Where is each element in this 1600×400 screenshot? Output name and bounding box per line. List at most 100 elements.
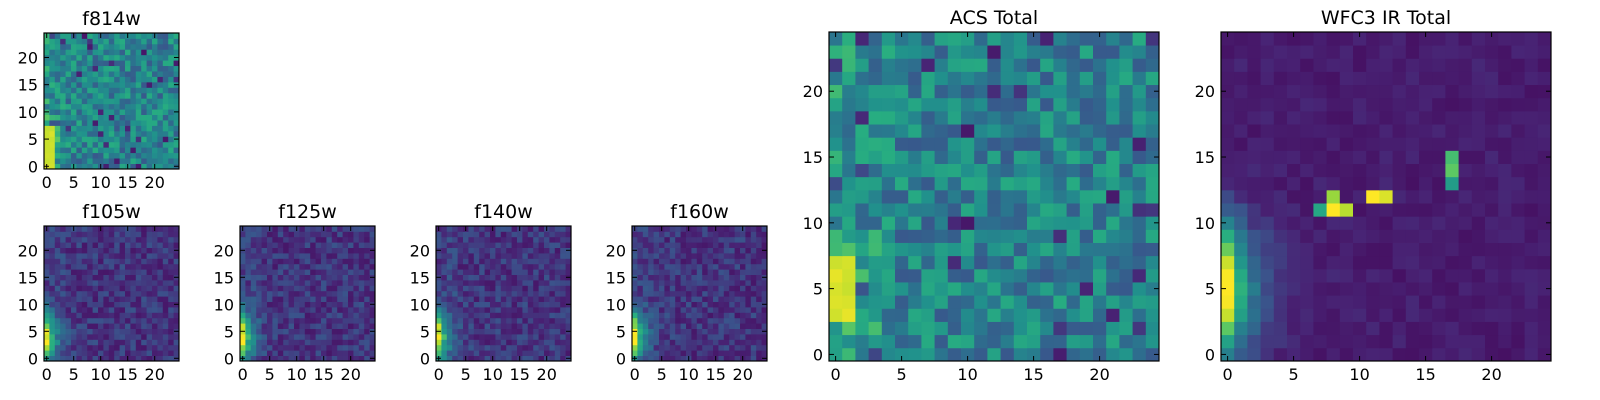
heatmap-cell — [895, 216, 909, 230]
heatmap-cell — [659, 307, 665, 313]
heatmap-cell — [250, 317, 257, 324]
heatmap-cell — [1027, 110, 1041, 125]
x-tick-label: 20 — [1089, 365, 1109, 384]
heatmap-cell — [337, 247, 343, 254]
heatmap-cell — [495, 242, 502, 248]
heatmap-cell — [723, 274, 730, 281]
heatmap-cell — [734, 269, 741, 275]
heatmap-cell — [348, 296, 354, 302]
heatmap-cell — [173, 280, 180, 286]
heatmap-cell — [342, 236, 349, 243]
heatmap-cell — [1287, 45, 1301, 59]
heatmap-cell — [441, 285, 448, 292]
heatmap-cell — [680, 301, 687, 308]
heatmap-cell — [1366, 110, 1380, 125]
heatmap-cell — [1247, 242, 1261, 257]
heatmap-cell — [65, 280, 72, 286]
heatmap-cell — [452, 323, 458, 329]
heatmap-cell — [895, 189, 909, 204]
heatmap-cell — [358, 263, 365, 270]
heatmap-cell — [533, 226, 539, 232]
heatmap-cell — [1392, 176, 1407, 191]
heatmap-cell — [723, 312, 730, 319]
heatmap-cell — [637, 226, 644, 232]
heatmap-cell — [1132, 163, 1147, 178]
heatmap-cell — [1392, 163, 1407, 178]
heatmap-cell — [326, 285, 333, 292]
heatmap-cell — [92, 350, 99, 356]
heatmap-cell — [125, 87, 131, 94]
heatmap-cell — [632, 258, 638, 265]
heatmap-cell — [76, 87, 83, 94]
heatmap-cell — [921, 97, 935, 112]
heatmap-cell — [632, 307, 638, 313]
heatmap-cell — [1066, 334, 1081, 349]
heatmap-cell — [87, 280, 93, 286]
heatmap-cell — [108, 344, 115, 351]
heatmap-cell — [527, 301, 534, 308]
heatmap-cell — [162, 280, 169, 286]
heatmap-cell — [500, 253, 507, 259]
heatmap-cell — [141, 328, 147, 335]
heatmap-cell — [544, 312, 550, 319]
heatmap-cell — [44, 350, 50, 356]
heatmap-cell — [1079, 124, 1094, 138]
heatmap-cell — [1234, 189, 1248, 204]
heatmap-cell — [98, 334, 104, 340]
heatmap-cell — [130, 158, 137, 164]
heatmap-cell — [756, 317, 762, 324]
heatmap-cell — [315, 253, 322, 259]
heatmap-cell — [495, 328, 502, 335]
heatmap-cell — [348, 280, 354, 286]
heatmap-cell — [702, 242, 708, 248]
heatmap-cell — [81, 328, 88, 335]
heatmap-cell — [1379, 216, 1393, 230]
heatmap-cell — [934, 189, 949, 204]
heatmap-cell — [49, 328, 56, 335]
heatmap-cell — [76, 98, 83, 105]
heatmap-cell — [1537, 203, 1552, 217]
heatmap-cell — [1458, 282, 1473, 296]
heatmap-cell — [98, 65, 104, 72]
heatmap-cell — [921, 216, 935, 230]
heatmap-cell — [141, 103, 147, 110]
heatmap-cell — [686, 312, 692, 319]
heatmap-cell — [65, 247, 72, 254]
heatmap-cell — [1432, 282, 1446, 296]
heatmap-cell — [750, 242, 757, 248]
heatmap-cell — [337, 253, 343, 259]
heatmap-cell — [146, 103, 153, 110]
heatmap-cell — [353, 280, 360, 286]
heatmap-cell — [49, 109, 56, 115]
heatmap-cell — [108, 147, 115, 154]
heatmap-cell — [1445, 58, 1459, 72]
heatmap-cell — [1027, 189, 1041, 204]
y-tick-label: 0 — [616, 349, 626, 368]
heatmap-cell — [1079, 229, 1094, 243]
heatmap-cell — [130, 65, 137, 72]
heatmap-cell — [527, 285, 534, 292]
heatmap-cell — [146, 301, 153, 308]
heatmap-cell — [648, 280, 654, 286]
x-tick-label: 15 — [510, 365, 530, 384]
heatmap-cell — [881, 45, 896, 59]
heatmap-cell — [125, 274, 131, 281]
heatmap-cell — [1379, 334, 1393, 349]
heatmap-cell — [152, 103, 158, 110]
heatmap-cell — [1119, 124, 1133, 138]
heatmap-cell — [855, 176, 869, 191]
heatmap-cell — [49, 60, 56, 67]
heatmap-cell — [49, 49, 56, 56]
heatmap-cell — [696, 269, 703, 275]
heatmap-cell — [1405, 110, 1420, 125]
heatmap-cell — [686, 263, 692, 270]
heatmap-cell — [256, 263, 262, 270]
heatmap-cell — [87, 236, 93, 243]
heatmap-cell — [1287, 150, 1301, 164]
heatmap-cell — [974, 308, 988, 322]
heatmap-cell — [664, 231, 671, 238]
heatmap-cell — [1093, 32, 1107, 46]
heatmap-cell — [1066, 97, 1081, 112]
heatmap-cell — [1405, 347, 1420, 362]
